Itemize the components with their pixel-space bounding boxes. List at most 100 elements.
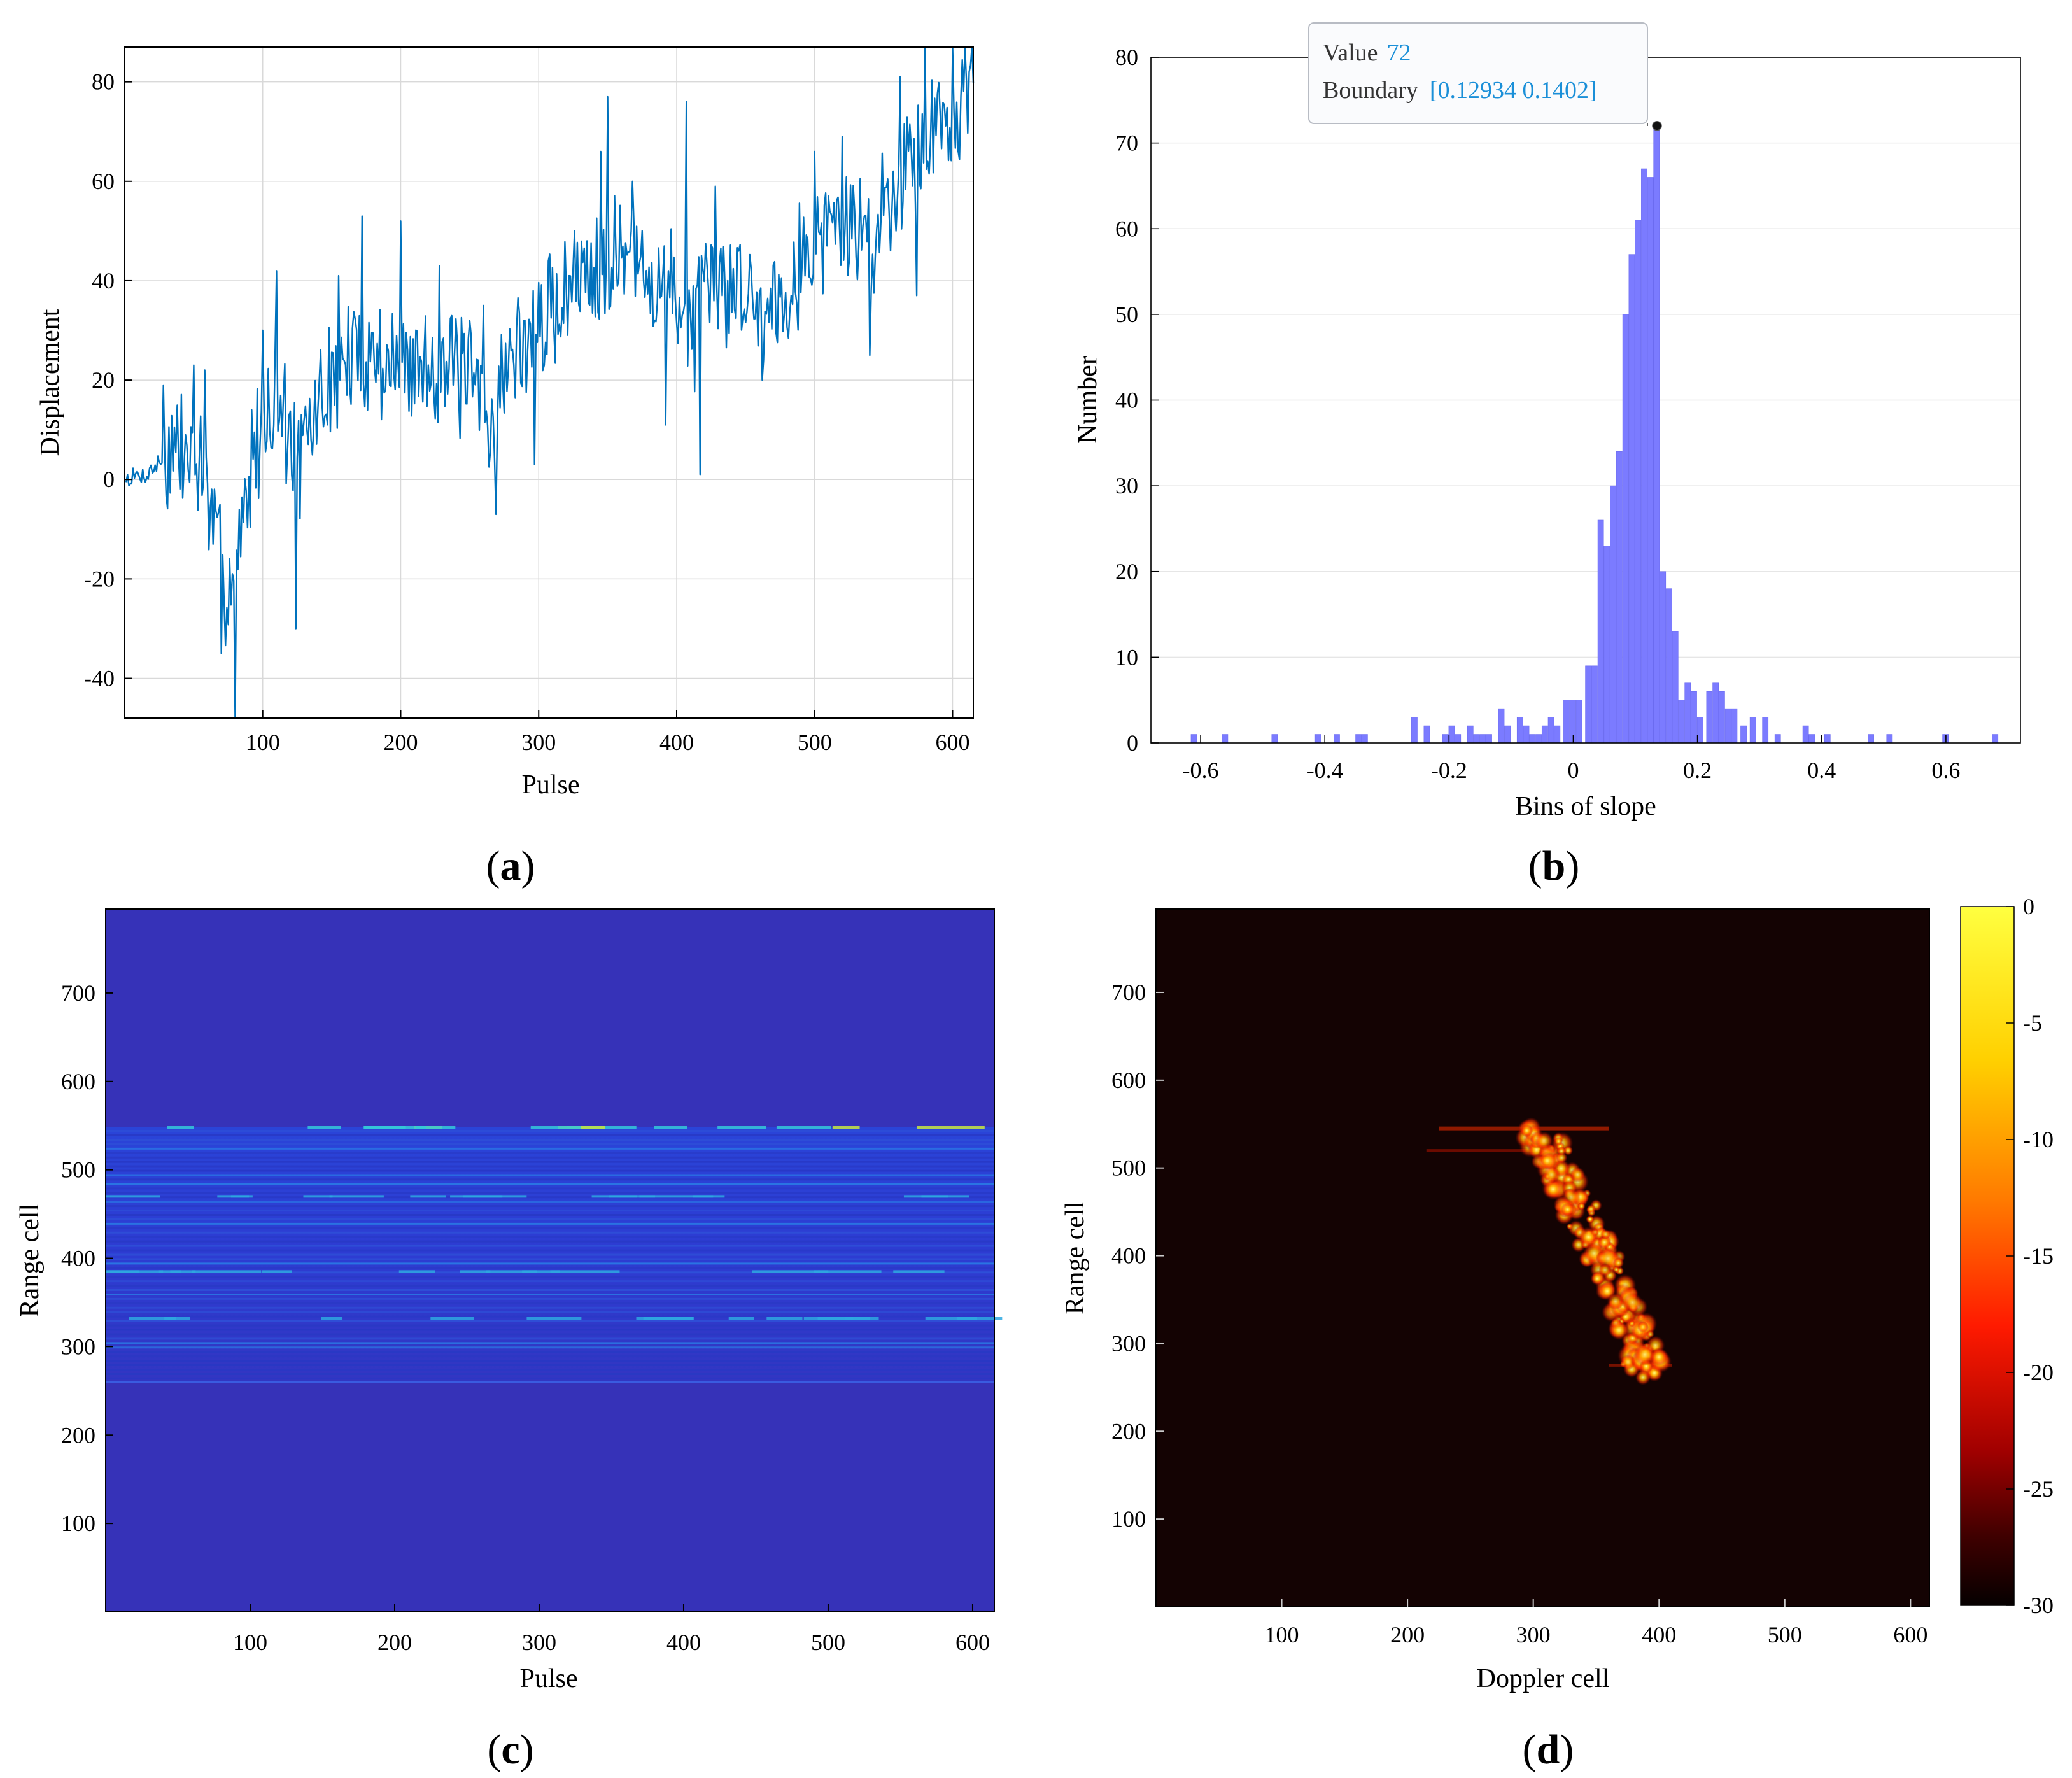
histogram-bar bbox=[1712, 682, 1719, 744]
panel-c-axes-box bbox=[105, 908, 995, 1612]
panel-d-xtick-label: 200 bbox=[1390, 1622, 1425, 1647]
histogram-bar bbox=[1498, 708, 1505, 744]
histogram-bar bbox=[1547, 717, 1554, 744]
panel-d-hotspot bbox=[1560, 1203, 1575, 1217]
panel-a-ticks: 100 200 300 400 500 600 -40 -20 0 20 40 60 80 bbox=[84, 69, 969, 755]
histogram-bar bbox=[1749, 717, 1756, 744]
panel-c-label: (c) bbox=[487, 1726, 533, 1773]
panel-d-hotspot bbox=[1633, 1343, 1656, 1366]
histogram-bar bbox=[1585, 665, 1591, 744]
panel-c-ytick-label: 300 bbox=[61, 1334, 95, 1359]
panel-d-target-track bbox=[1426, 1117, 1672, 1385]
panel-d-hotspot bbox=[1570, 1167, 1586, 1183]
histogram-bar bbox=[1314, 734, 1321, 744]
panel-b-ytick-label: 10 bbox=[1115, 644, 1138, 670]
panel-d-colorbar: 0 -5 -10 -15 -20 -25 -30 bbox=[1960, 894, 2054, 1618]
panel-d-hotspot bbox=[1556, 1152, 1568, 1164]
panel-b-ytick-label: 40 bbox=[1115, 388, 1138, 413]
panel-d-hotspot bbox=[1600, 1229, 1611, 1239]
histogram-bar bbox=[1334, 734, 1340, 744]
panel-a-ytick-label: 60 bbox=[92, 169, 115, 194]
colorbar-tick-label: -15 bbox=[2023, 1243, 2054, 1269]
panel-d-hotspot bbox=[1612, 1257, 1624, 1269]
histogram-bar bbox=[1678, 700, 1685, 744]
panel-b-ytick-label: 0 bbox=[1127, 730, 1138, 756]
histogram-bar bbox=[1222, 734, 1229, 744]
panel-d-hotspot bbox=[1607, 1292, 1624, 1310]
panel-b-xtick-label: 0.2 bbox=[1683, 758, 1712, 783]
panel-c-ytick-label: 700 bbox=[61, 980, 95, 1006]
panel-d-ytick-label: 300 bbox=[1111, 1330, 1146, 1356]
panel-a-ylabel: Displacement bbox=[36, 309, 65, 456]
datatip-boundary-row: Boundary [0.12934 0.1402] bbox=[1323, 77, 1597, 104]
panel-c-xlabel: Pulse bbox=[519, 1664, 577, 1693]
histogram-bar bbox=[1603, 546, 1610, 744]
panel-c-xtick-label: 300 bbox=[522, 1630, 556, 1655]
panel-d-hotspot bbox=[1586, 1204, 1596, 1214]
panel-c-range-pulse-map: 100 200 300 400 500 600100200300400500600700 … bbox=[15, 908, 1003, 1773]
panel-c-ytick-label: 200 bbox=[61, 1422, 95, 1448]
histogram-bar bbox=[1271, 734, 1278, 744]
panel-a-xtick-label: 600 bbox=[935, 730, 969, 755]
panel-d-hotspot bbox=[1586, 1215, 1595, 1224]
histogram-bar bbox=[1479, 734, 1486, 744]
panel-b-ytick-label: 60 bbox=[1115, 216, 1138, 241]
panel-b-xtick-label: -0.2 bbox=[1431, 758, 1467, 783]
panel-c-ytick-label: 100 bbox=[61, 1511, 95, 1536]
panel-a-axes-box bbox=[124, 46, 974, 719]
panel-d-ytick-label: 200 bbox=[1111, 1418, 1146, 1444]
panel-a-ytick-label: 0 bbox=[103, 467, 115, 492]
histogram-bar bbox=[1504, 725, 1511, 744]
histogram-bar bbox=[1411, 717, 1418, 744]
colorbar-tick-label: -25 bbox=[2023, 1476, 2054, 1502]
histogram-bar bbox=[1706, 691, 1713, 744]
panel-d-hotspot bbox=[1649, 1348, 1668, 1366]
histogram-bar bbox=[1666, 588, 1672, 744]
histogram-bar bbox=[1731, 708, 1738, 744]
histogram-bar bbox=[1448, 725, 1455, 744]
panel-d-hotspot bbox=[1622, 1292, 1643, 1313]
panel-a-xlabel: Pulse bbox=[521, 770, 579, 800]
datatip-value-row: Value 72 bbox=[1323, 39, 1411, 66]
panel-d-xtick-label: 600 bbox=[1893, 1622, 1928, 1647]
colorbar-tick-label: -5 bbox=[2023, 1010, 2042, 1036]
colorbar-tick-label: -10 bbox=[2023, 1127, 2054, 1152]
panel-b-ytick-label: 20 bbox=[1115, 559, 1138, 584]
histogram-bar bbox=[1563, 700, 1570, 744]
datatip-box bbox=[1308, 22, 1648, 124]
panel-b-datatip[interactable]: Value 72 Boundary [0.12934 0.1402] bbox=[1308, 22, 1662, 131]
panel-b-xtick-label: 0 bbox=[1567, 758, 1579, 783]
histogram-bar bbox=[1516, 717, 1523, 744]
panel-b-xtick-label: 0.6 bbox=[1931, 758, 1960, 783]
histogram-bar bbox=[1653, 125, 1660, 744]
panel-b-ytick-label: 80 bbox=[1115, 45, 1138, 70]
panel-b-ytick-label: 30 bbox=[1115, 473, 1138, 498]
panel-c-ytick-label: 500 bbox=[61, 1157, 95, 1183]
panel-d-xtick-label: 400 bbox=[1642, 1622, 1676, 1647]
panel-a-displacement-line bbox=[125, 46, 975, 719]
panel-d-hotspot bbox=[1635, 1369, 1651, 1385]
histogram-bar bbox=[1672, 631, 1679, 744]
panel-c-xtick-label: 400 bbox=[666, 1630, 701, 1655]
histogram-bar bbox=[1628, 254, 1635, 744]
histogram-bar bbox=[1535, 734, 1542, 744]
datatip-marker[interactable] bbox=[1652, 120, 1662, 131]
panel-b-bars bbox=[1190, 125, 1999, 744]
panel-d-ytick-label: 700 bbox=[1111, 980, 1146, 1005]
panel-d-background bbox=[1156, 909, 1929, 1607]
panel-c-xtick-label: 500 bbox=[811, 1630, 845, 1655]
panel-d-hotspot bbox=[1578, 1226, 1599, 1247]
histogram-bar bbox=[1467, 725, 1474, 744]
panel-d-hotspot bbox=[1590, 1271, 1604, 1286]
histogram-bar bbox=[1616, 451, 1623, 744]
histogram-bar bbox=[1684, 682, 1691, 744]
panel-b-xtick-label: -0.4 bbox=[1307, 758, 1343, 783]
panel-c-ytick-label: 400 bbox=[61, 1246, 95, 1271]
histogram-bar bbox=[1597, 519, 1604, 744]
histogram-bar bbox=[1575, 700, 1582, 744]
histogram-bar bbox=[1868, 734, 1874, 744]
histogram-bar bbox=[1362, 734, 1368, 744]
histogram-bar bbox=[1691, 691, 1697, 744]
panel-d-xtick-label: 500 bbox=[1768, 1622, 1802, 1647]
